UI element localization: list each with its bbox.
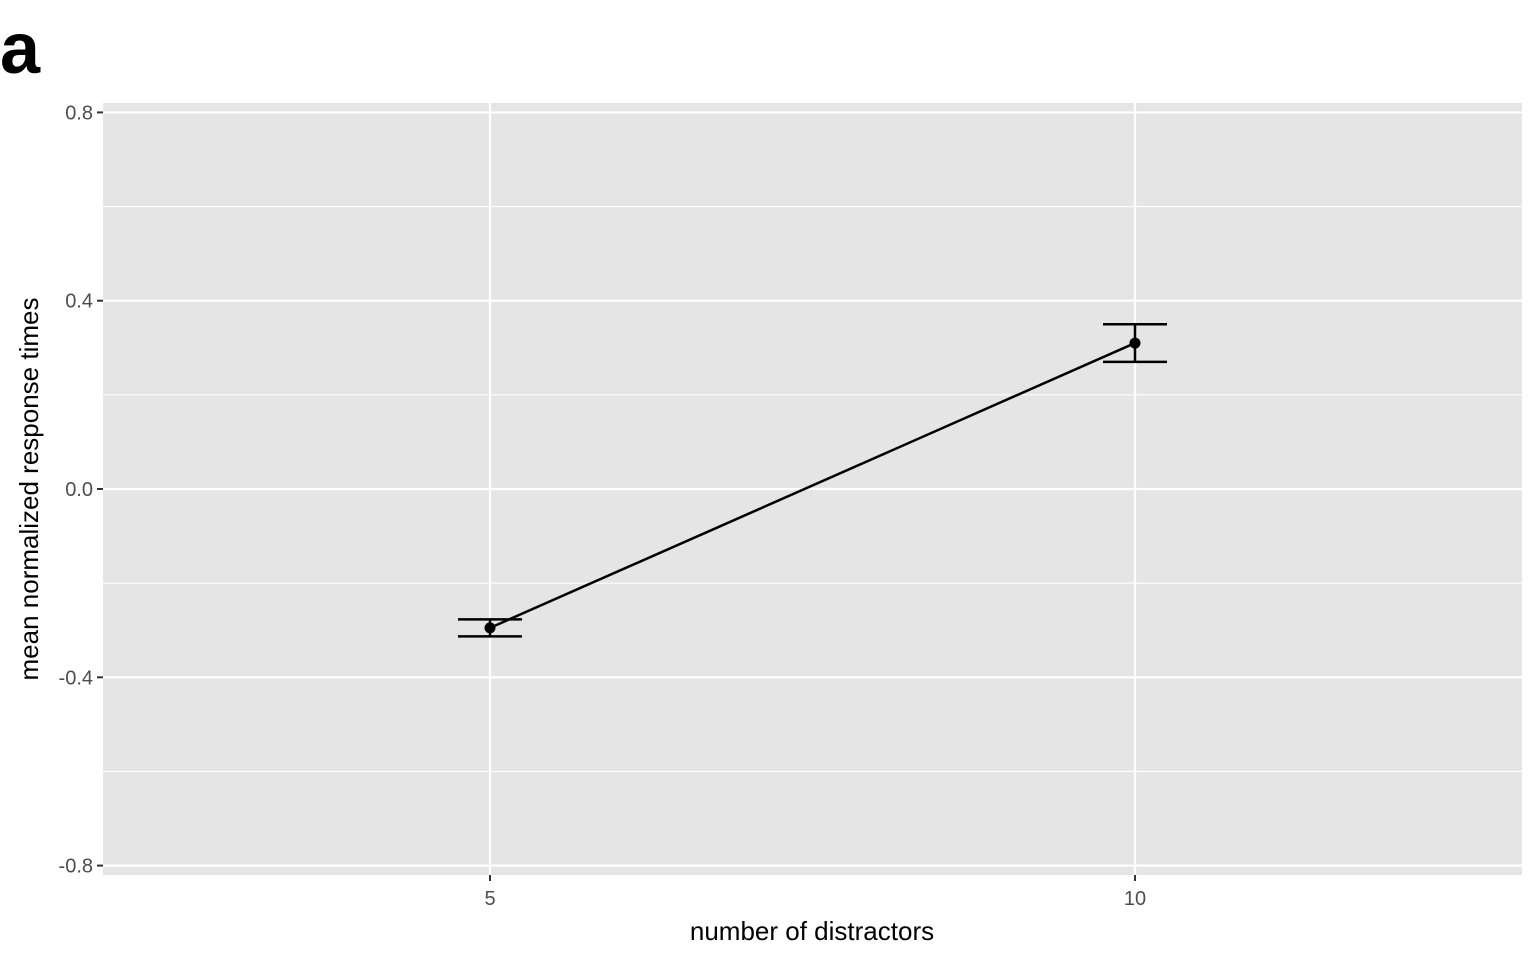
y-axis: -0.8 -0.4 0.0 0.4 0.8	[59, 102, 103, 878]
y-tick-label: -0.4	[59, 667, 93, 689]
series-line	[489, 341, 1136, 630]
y-tick-label: 0.8	[65, 102, 93, 124]
x-tick-label: 5	[484, 888, 495, 910]
x-tick-label: 10	[1124, 888, 1146, 910]
grid	[103, 103, 1522, 875]
x-axis: 5 10	[484, 875, 1146, 910]
data-point	[1129, 337, 1141, 349]
data-point	[484, 622, 496, 634]
y-axis-title: mean normalized response times	[14, 298, 44, 681]
y-tick-label: 0.4	[65, 291, 93, 313]
y-tick-label: 0.0	[65, 479, 93, 501]
y-tick-label: -0.8	[59, 856, 93, 878]
series-layer	[458, 322, 1167, 638]
x-axis-title: number of distractors	[690, 916, 934, 946]
panel-label: a	[0, 9, 41, 89]
